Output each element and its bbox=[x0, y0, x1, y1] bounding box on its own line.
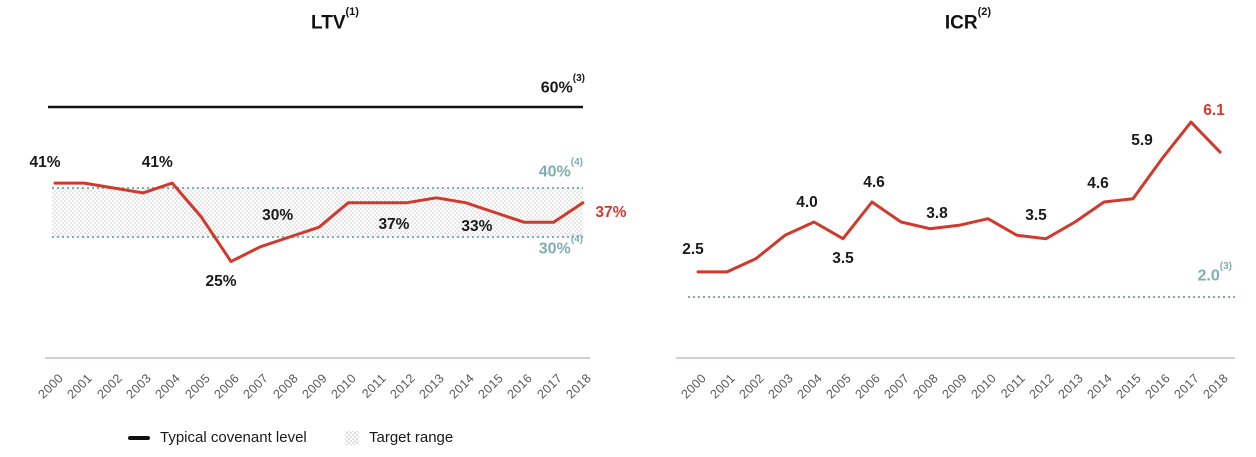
ltv-chart bbox=[45, 105, 590, 359]
ltv-target-min-label: 30%(4) bbox=[538, 234, 583, 258]
legend-label: Typical covenant level bbox=[160, 429, 307, 446]
ltv-target-max-label: 40%(4) bbox=[538, 157, 583, 181]
value-label: 3.8 bbox=[926, 204, 948, 222]
value-label: 4.6 bbox=[863, 174, 885, 192]
value-label: 37% bbox=[378, 215, 410, 233]
legend-item-covenant: Typical covenant level bbox=[128, 429, 307, 446]
target-range-swatch bbox=[345, 430, 359, 445]
value-label: 4.6 bbox=[1087, 175, 1109, 193]
data-line bbox=[53, 181, 585, 263]
value-label: 25% bbox=[205, 272, 237, 290]
value-label: 4.0 bbox=[796, 194, 818, 211]
value-label: 41% bbox=[29, 154, 61, 172]
ltv-title-footnote: (1) bbox=[345, 6, 359, 18]
value-label: 6.1 bbox=[1203, 102, 1225, 120]
icr-threshold-label: 2.0(3) bbox=[1197, 261, 1232, 285]
value-label: 3.5 bbox=[1025, 206, 1047, 224]
value-label: 30% bbox=[262, 207, 294, 224]
legend-label: Target range bbox=[369, 429, 454, 446]
value-label: 33% bbox=[461, 217, 493, 235]
icr-title-text: ICR bbox=[944, 12, 978, 34]
ltv-title-text: LTV bbox=[311, 12, 346, 34]
legend-item-target-range: Target range bbox=[345, 429, 453, 446]
target-range-band bbox=[52, 188, 583, 237]
icr-chart bbox=[676, 120, 1235, 359]
covenant-line-marker bbox=[128, 435, 150, 440]
value-label: 2.5 bbox=[682, 240, 704, 258]
ltv-covenant-label: 60%(3) bbox=[540, 73, 585, 97]
icr-chart-title: ICR(2) bbox=[893, 6, 1043, 34]
value-label: 5.9 bbox=[1131, 131, 1153, 149]
icr-title-footnote: (2) bbox=[977, 6, 992, 18]
value-label: 41% bbox=[141, 154, 173, 172]
ltv-chart-title: LTV(1) bbox=[260, 6, 410, 34]
data-line bbox=[696, 120, 1222, 274]
value-label: 3.5 bbox=[832, 249, 854, 267]
value-label: 37% bbox=[595, 203, 627, 221]
